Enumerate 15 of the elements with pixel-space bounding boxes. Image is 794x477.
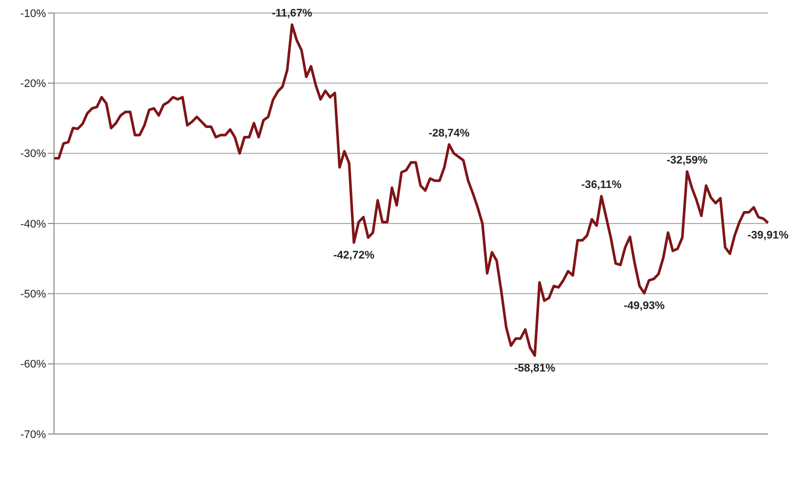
annotation: -32,59% <box>666 154 708 167</box>
y-tick-label: -10% <box>20 8 46 20</box>
y-tick-label: -30% <box>20 148 46 160</box>
y-tick-label: -40% <box>20 218 46 230</box>
annotation: -42,72% <box>333 249 375 262</box>
y-tick-label: -20% <box>20 78 46 90</box>
annotation: -49,93% <box>624 300 665 312</box>
y-tick-label: -70% <box>20 428 46 441</box>
annotation: -36,11% <box>581 179 622 192</box>
annotation: -11,67% <box>272 8 312 20</box>
annotation: -28,74% <box>428 127 470 140</box>
annotation: -39,91% <box>748 230 789 242</box>
y-tick-label: -60% <box>20 358 46 371</box>
annotation: -58,81% <box>514 362 556 374</box>
y-tick-label: -50% <box>20 288 46 301</box>
